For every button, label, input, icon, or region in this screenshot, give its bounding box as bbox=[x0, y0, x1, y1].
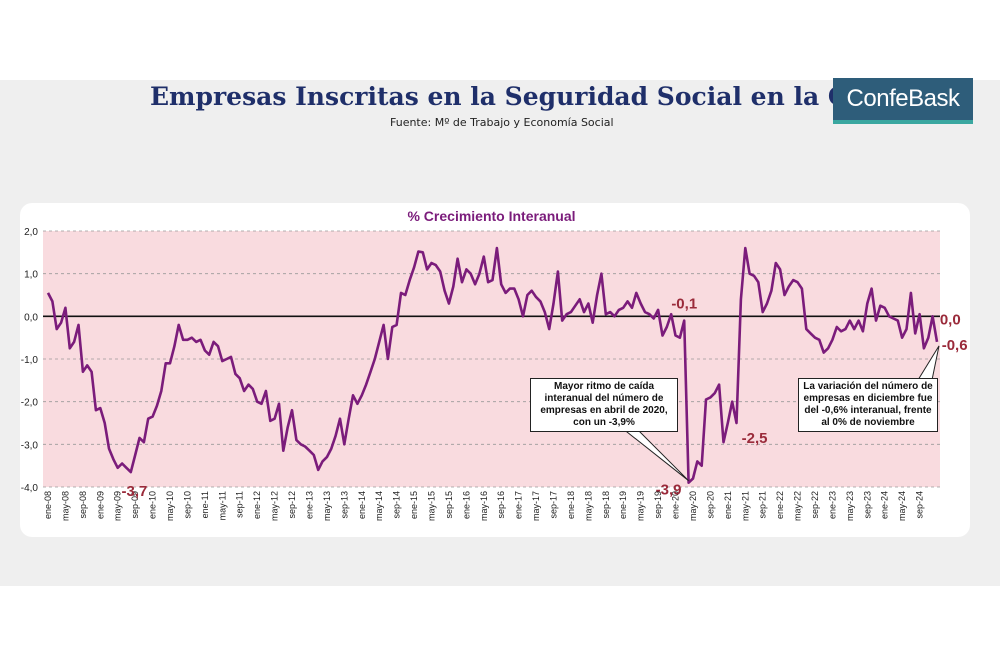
x-tick-label: ene-17 bbox=[514, 491, 524, 519]
chart-title: % Crecimiento Interanual bbox=[407, 208, 575, 224]
x-tick-label: sep-22 bbox=[810, 491, 820, 519]
x-tick-label: ene-12 bbox=[252, 491, 262, 519]
x-tick-label: ene-09 bbox=[95, 491, 105, 519]
x-tick-label: ene-19 bbox=[618, 491, 628, 519]
y-tick-label: 0,0 bbox=[24, 312, 38, 323]
x-tick-label: ene-18 bbox=[566, 491, 576, 519]
x-tick-label: ene-08 bbox=[43, 491, 53, 519]
x-tick-label: may-23 bbox=[845, 491, 855, 521]
x-tick-label: sep-19 bbox=[653, 491, 663, 519]
y-tick-label: 2,0 bbox=[24, 227, 38, 238]
x-axis: ene-08 may-08 sep-08 ene-09 may-09 sep-09 ene-… bbox=[43, 491, 925, 521]
x-tick-label: may-15 bbox=[426, 491, 436, 521]
x-tick-label: sep-20 bbox=[705, 491, 715, 519]
callout-december-2024: La variación del número de empresas en d… bbox=[798, 378, 938, 432]
y-axis: 2,0 1,0 0,0 -1,0 -2,0 -3,0 -4,0 bbox=[21, 227, 39, 494]
x-tick-label: ene-10 bbox=[148, 491, 158, 519]
annotation-label: -2,5 bbox=[742, 430, 768, 447]
x-tick-label: may-16 bbox=[479, 491, 489, 521]
y-tick-label: -4,0 bbox=[21, 483, 39, 494]
page-title: Empresas Inscritas en la Seguridad Socia… bbox=[150, 82, 906, 111]
x-tick-label: ene-23 bbox=[827, 491, 837, 519]
x-tick-label: ene-11 bbox=[200, 491, 210, 518]
x-tick-label: may-11 bbox=[217, 491, 227, 520]
annotation-label: 0,0 bbox=[940, 311, 961, 328]
x-tick-label: sep-24 bbox=[915, 491, 925, 519]
x-tick-label: may-24 bbox=[897, 491, 907, 521]
x-tick-label: may-22 bbox=[793, 491, 803, 521]
x-tick-label: sep-13 bbox=[339, 491, 349, 519]
x-tick-label: may-12 bbox=[270, 491, 280, 521]
x-tick-label: ene-16 bbox=[461, 491, 471, 519]
data-annotations: -3,7 -0,1 -3,9 -2,5 0,0 -0,6 bbox=[122, 296, 968, 501]
plot-area bbox=[43, 231, 940, 487]
annotation-label: -3,7 bbox=[122, 483, 148, 500]
x-tick-label: ene-20 bbox=[671, 491, 681, 519]
x-tick-label: may-13 bbox=[322, 491, 332, 521]
x-tick-label: ene-24 bbox=[880, 491, 890, 519]
confebask-logo: ConfeBask bbox=[833, 78, 973, 124]
y-tick-label: -1,0 bbox=[21, 355, 39, 366]
series-line bbox=[46, 246, 939, 484]
callout-april-2020: Mayor ritmo de caída interanual del núme… bbox=[530, 378, 678, 432]
x-tick-label: may-10 bbox=[165, 491, 175, 521]
y-tick-label: -3,0 bbox=[21, 440, 39, 451]
x-tick-label: sep-16 bbox=[496, 491, 506, 519]
x-tick-label: may-18 bbox=[583, 491, 593, 521]
x-tick-label: may-20 bbox=[688, 491, 698, 521]
x-tick-label: may-08 bbox=[60, 491, 70, 521]
x-tick-label: ene-21 bbox=[723, 491, 733, 519]
x-tick-label: sep-11 bbox=[235, 491, 245, 518]
x-tick-label: sep-23 bbox=[862, 491, 872, 519]
x-tick-label: sep-09 bbox=[130, 491, 140, 519]
annotation-label: -3,9 bbox=[656, 482, 682, 499]
x-tick-label: sep-18 bbox=[601, 491, 611, 519]
x-tick-label: may-21 bbox=[740, 491, 750, 521]
x-tick-label: sep-21 bbox=[758, 491, 768, 519]
x-tick-label: sep-12 bbox=[287, 491, 297, 519]
x-tick-label: ene-14 bbox=[357, 491, 367, 519]
x-tick-label: sep-14 bbox=[392, 491, 402, 519]
x-tick-label: sep-15 bbox=[444, 491, 454, 519]
x-tick-label: may-19 bbox=[636, 491, 646, 521]
x-tick-label: sep-08 bbox=[78, 491, 88, 519]
x-tick-label: ene-13 bbox=[304, 491, 314, 519]
source-note: Fuente: Mº de Trabajo y Economía Social bbox=[390, 116, 614, 129]
x-tick-label: ene-15 bbox=[409, 491, 419, 519]
y-tick-label: 1,0 bbox=[24, 270, 38, 281]
x-tick-label: may-17 bbox=[531, 491, 541, 521]
y-tick-label: -2,0 bbox=[21, 398, 39, 409]
annotation-label: -0,1 bbox=[671, 296, 697, 313]
x-tick-label: ene-22 bbox=[775, 491, 785, 519]
x-tick-label: sep-10 bbox=[182, 491, 192, 519]
x-tick-label: may-14 bbox=[374, 491, 384, 521]
x-tick-label: sep-17 bbox=[549, 491, 559, 519]
x-tick-label: may-09 bbox=[113, 491, 123, 521]
annotation-label: -0,6 bbox=[942, 337, 968, 354]
